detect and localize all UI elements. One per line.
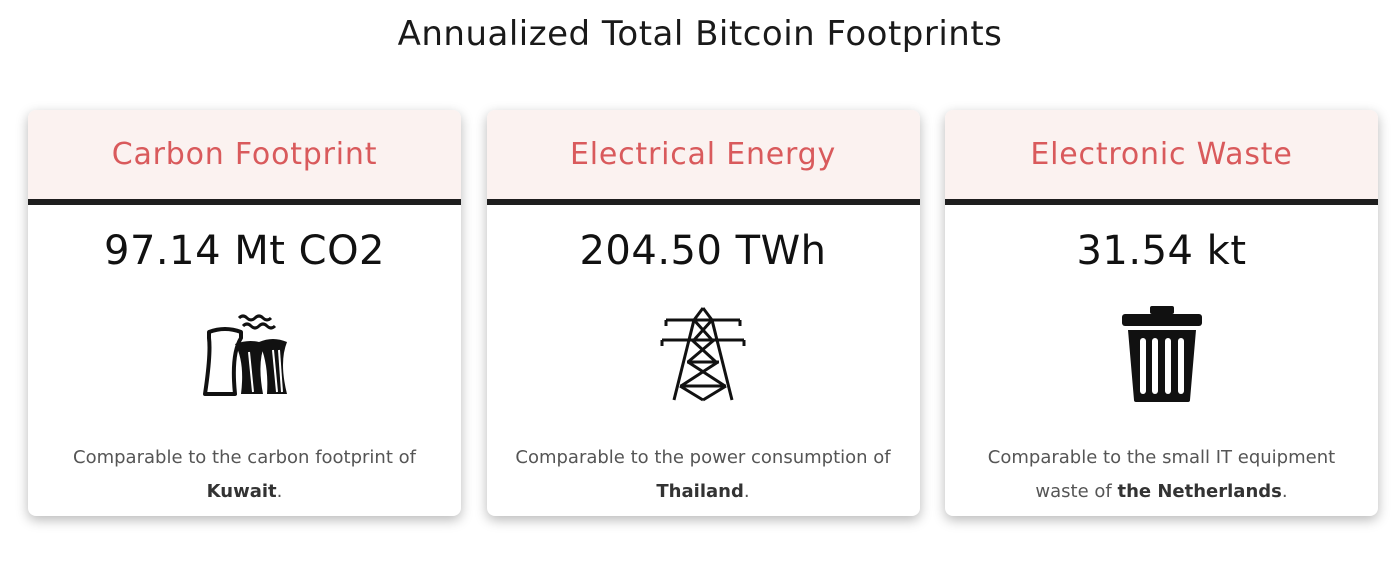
page-title: Annualized Total Bitcoin Footprints xyxy=(397,14,1003,54)
description-text: Comparable to the carbon footprint of xyxy=(73,447,416,468)
card-title: Carbon Footprint xyxy=(111,137,378,172)
card-value: 31.54 kt xyxy=(1076,228,1247,274)
card-header: Electronic Waste xyxy=(945,110,1378,205)
card-electronic-waste: Electronic Waste 31.54 kt xyxy=(945,110,1378,516)
card-value: 97.14 Mt CO2 xyxy=(104,228,385,274)
transmission-tower-icon xyxy=(487,295,920,413)
footprint-cards: Carbon Footprint 97.14 Mt CO2 xyxy=(28,110,1378,516)
card-electrical-energy: Electrical Energy 204.50 TWh xyxy=(486,110,920,516)
comparison-country: the Netherlands xyxy=(1117,481,1282,502)
card-title: Electrical Energy xyxy=(569,137,837,172)
card-carbon-footprint: Carbon Footprint 97.14 Mt CO2 xyxy=(28,110,461,516)
trash-can-icon xyxy=(945,295,1378,413)
card-description: Comparable to the carbon footprint of Ku… xyxy=(28,441,461,509)
card-title: Electronic Waste xyxy=(1030,137,1293,172)
card-description: Comparable to the power consumption of T… xyxy=(487,441,920,509)
description-suffix: . xyxy=(1281,481,1288,502)
card-header: Carbon Footprint xyxy=(28,110,461,205)
description-suffix: . xyxy=(743,481,750,502)
card-header: Electrical Energy xyxy=(486,110,920,205)
comparison-country: Kuwait xyxy=(206,481,277,502)
description-suffix: . xyxy=(276,481,283,502)
card-description: Comparable to the small IT equipment was… xyxy=(945,441,1378,509)
comparison-country: Thailand xyxy=(656,481,744,502)
description-text: Comparable to the small IT equipment was… xyxy=(987,447,1336,502)
description-text: Comparable to the power consumption of xyxy=(515,447,891,468)
power-plant-icon xyxy=(28,295,461,413)
card-value: 204.50 TWh xyxy=(579,228,827,274)
